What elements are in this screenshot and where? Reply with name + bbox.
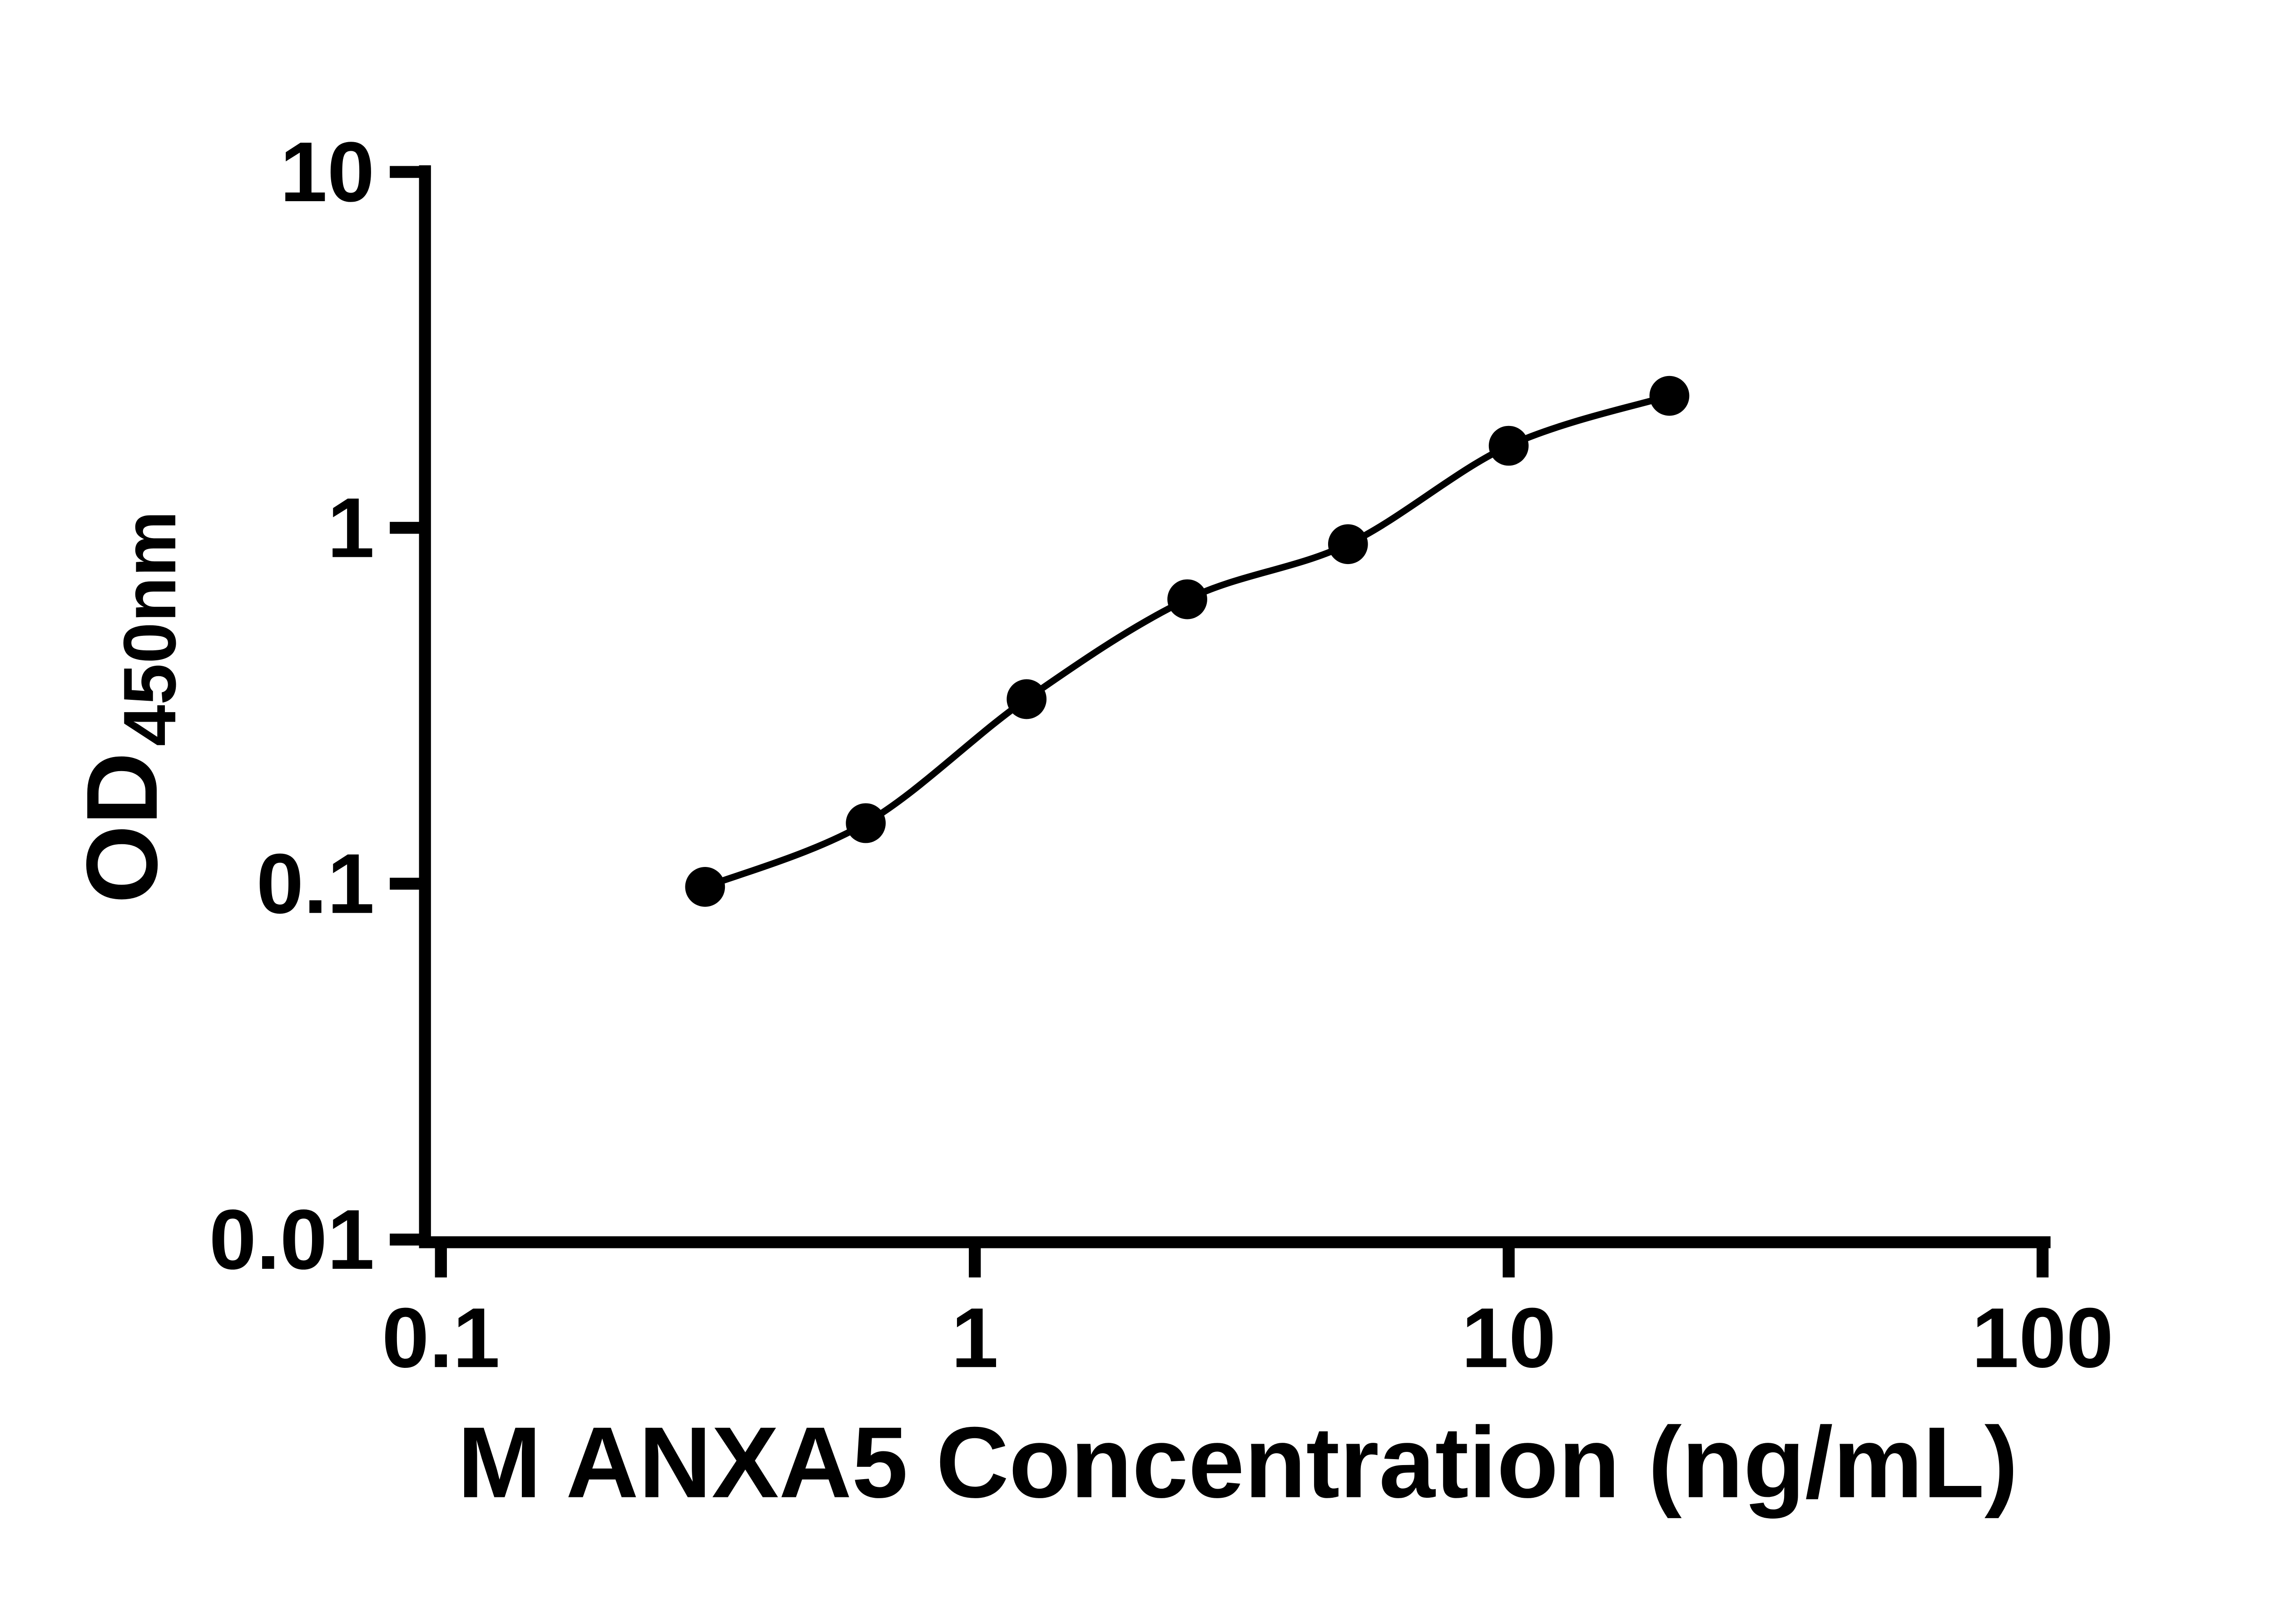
x-tick-label: 1 (951, 1290, 998, 1385)
data-point (1328, 524, 1368, 564)
data-point (846, 803, 886, 843)
tick-marks (390, 166, 2049, 1277)
axes (419, 165, 2051, 1248)
y-tick-label: 0.01 (209, 1192, 374, 1287)
x-axis-title: M ANXA5 Concentration (ng/mL) (457, 1406, 2018, 1519)
x-tick-label: 10 (1462, 1290, 1556, 1385)
data-point (1007, 679, 1047, 719)
x-tick-label: 0.1 (382, 1290, 500, 1385)
data-point (1488, 426, 1529, 466)
x-tick-label: 100 (1972, 1290, 2113, 1385)
y-tick-label: 1 (327, 480, 374, 575)
y-axis-title-main: OD (66, 752, 179, 903)
y-tick-label: 10 (280, 124, 374, 219)
y-axis-title-sub: 450nm (108, 510, 191, 746)
y-tick-label: 0.1 (256, 836, 374, 931)
y-axis-title: OD 450nm (66, 510, 191, 903)
data-series (685, 376, 1690, 907)
data-point (685, 867, 725, 907)
data-point (1649, 376, 1690, 416)
data-point (1167, 579, 1207, 619)
